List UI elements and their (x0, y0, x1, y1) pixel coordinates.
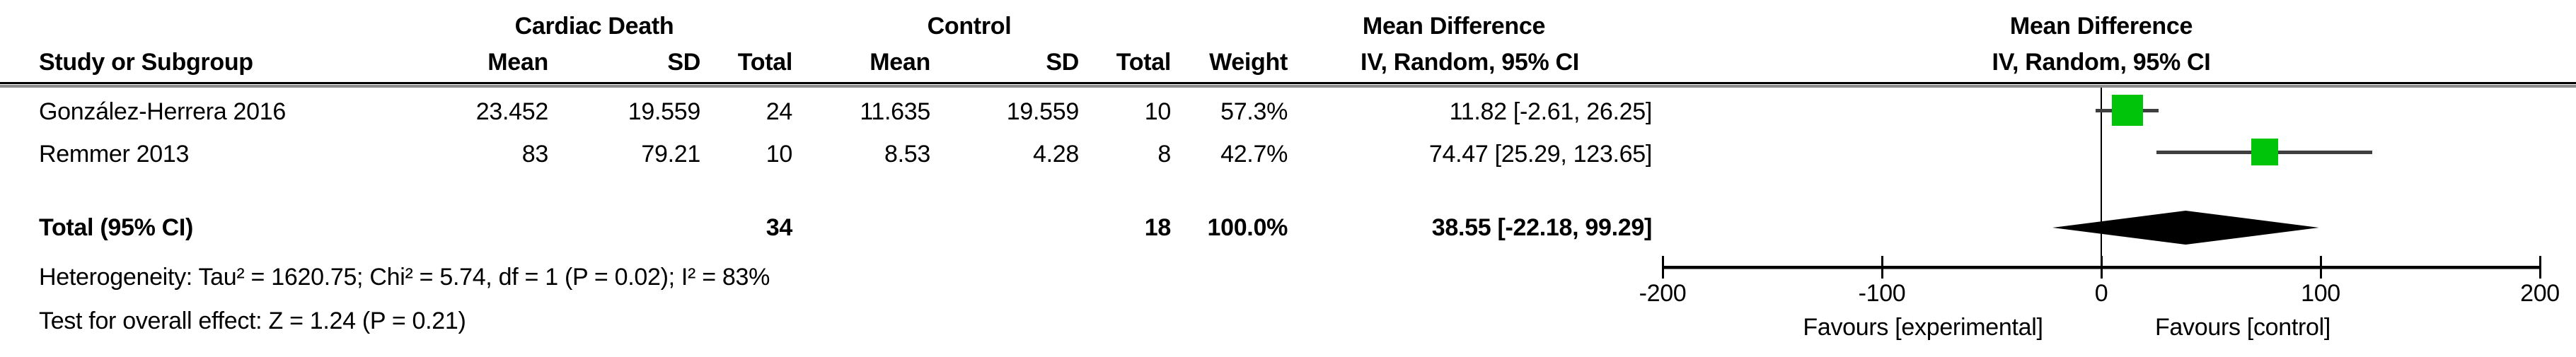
weight-value: 42.7% (1220, 141, 1288, 168)
exp-sd-value: 19.559 (628, 98, 701, 125)
column-header-row: Study or Subgroup Mean SD Total Mean SD … (39, 45, 1652, 79)
exp-mean-value: 83 (521, 141, 549, 168)
exp-sd-value: 79.21 (641, 141, 700, 168)
plot-header-line1: Mean Difference (2009, 13, 2193, 40)
axis-tick (1662, 256, 1664, 279)
exp-total-value: 24 (766, 98, 793, 125)
exp-mean-header: Mean (487, 49, 548, 76)
effect-ci-value: 11.82 [-2.61, 26.25] (1449, 98, 1653, 125)
ctrl-total-value: 8 (1157, 141, 1171, 168)
study-row: González-Herrera 2016 23.452 19.559 24 1… (39, 95, 1652, 129)
axis-tick-label: 100 (2301, 280, 2340, 307)
ctrl-sd-header: SD (1046, 49, 1079, 76)
ctrl-sd-value: 4.28 (1033, 141, 1079, 168)
axis-tick-label: -100 (1858, 280, 1906, 307)
study-point-marker (2251, 139, 2278, 165)
axis-tick (1881, 256, 1883, 279)
experimental-group-header: Cardiac Death (514, 13, 674, 40)
plot-header-line2: IV, Random, 95% CI (1992, 49, 2211, 76)
effect-ci-column-header: IV, Random, 95% CI (1361, 49, 1579, 76)
axis-tick (2101, 256, 2103, 279)
axis-tick-label: -200 (1639, 280, 1687, 307)
total-diamond (2052, 211, 2319, 245)
group-header-row: Cardiac Death Control Mean Difference Me… (0, 10, 2576, 42)
weight-column-header: Weight (1209, 49, 1288, 76)
exp-sd-header: SD (667, 49, 700, 76)
overall-effect-note: Test for overall effect: Z = 1.24 (P = 0… (39, 308, 466, 334)
zero-reference-line (2101, 88, 2102, 267)
control-group-header: Control (927, 13, 1012, 40)
study-name: González-Herrera 2016 (39, 98, 286, 125)
study-row: Remmer 2013 83 79.21 10 8.53 4.28 8 42.7… (39, 137, 1652, 171)
axis-tick (2320, 256, 2322, 279)
study-point-marker (2111, 95, 2143, 126)
ctrl-sd-value: 19.559 (1006, 98, 1080, 125)
ctrl-total-sum: 18 (1144, 214, 1172, 241)
effect-column-header: Mean Difference (1362, 13, 1546, 40)
favours-control-label: Favours [control] (2154, 314, 2331, 341)
effect-ci-value: 74.47 [25.29, 123.65] (1428, 141, 1652, 168)
exp-mean-value: 23.452 (475, 98, 549, 125)
axis-tick-label: 200 (2520, 280, 2560, 307)
total-row: Total (95% CI) 34 18 100.0% 38.55 [-22.1… (39, 211, 1652, 245)
ctrl-mean-header: Mean (870, 49, 930, 76)
total-effect-ci: 38.55 [-22.18, 99.29] (1431, 214, 1653, 241)
study-column-header: Study or Subgroup (39, 49, 253, 76)
ctrl-total-header: Total (1116, 49, 1172, 76)
axis-tick-label: 0 (2094, 280, 2108, 307)
exp-total-sum: 34 (766, 214, 793, 241)
weight-value: 57.3% (1220, 98, 1288, 125)
ctrl-mean-value: 8.53 (884, 141, 930, 168)
ctrl-mean-value: 11.635 (860, 98, 930, 125)
ctrl-total-value: 10 (1144, 98, 1172, 125)
axis-tick (2539, 256, 2541, 279)
exp-total-value: 10 (766, 141, 793, 168)
favours-experimental-label: Favours [experimental] (1803, 314, 2043, 341)
total-label: Total (95% CI) (39, 214, 194, 241)
heterogeneity-note: Heterogeneity: Tau² = 1620.75; Chi² = 5.… (39, 264, 770, 291)
study-name: Remmer 2013 (39, 141, 190, 168)
weight-total: 100.0% (1207, 214, 1288, 241)
header-divider-rule (0, 82, 2576, 88)
exp-total-header: Total (737, 49, 793, 76)
